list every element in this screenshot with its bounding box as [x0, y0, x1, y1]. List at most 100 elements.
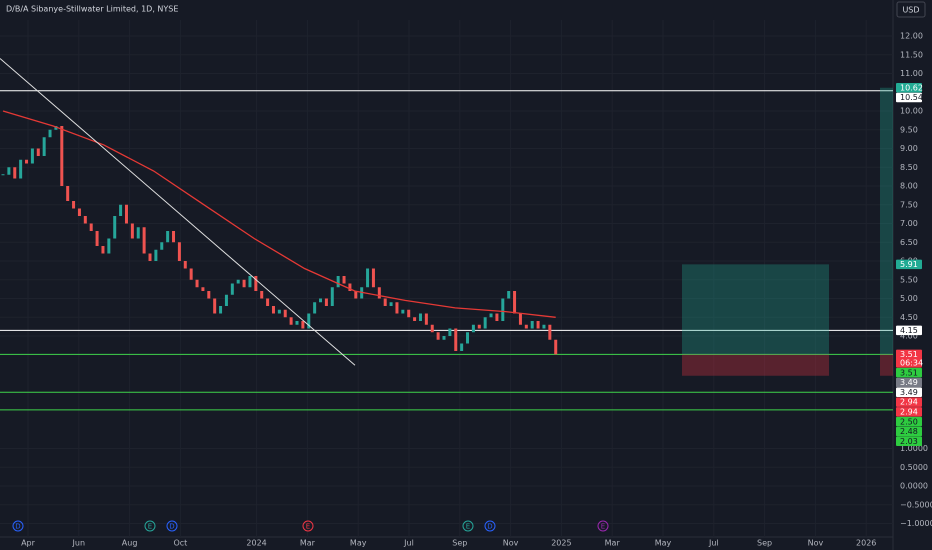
price-tag-label: 5.91	[900, 260, 918, 269]
candle	[42, 137, 46, 156]
candle	[72, 201, 76, 209]
candle	[342, 276, 346, 284]
candle	[219, 306, 223, 314]
candle	[413, 317, 417, 321]
candle	[336, 276, 340, 288]
time-label: May	[655, 539, 672, 548]
candle	[283, 309, 287, 318]
candle	[242, 279, 246, 288]
price-tag-label: 10.62	[900, 83, 923, 92]
candle	[277, 309, 281, 314]
candle	[518, 313, 522, 325]
price-label: 0.5000	[900, 463, 928, 472]
price-label: 11.50	[900, 50, 923, 59]
stop-zone	[682, 354, 829, 376]
price-tag	[896, 426, 922, 437]
candle	[313, 302, 317, 314]
price-tag	[896, 407, 922, 417]
event-marker	[166, 520, 178, 532]
price-tag	[896, 387, 922, 398]
candle	[189, 268, 193, 280]
event-marker	[12, 520, 24, 532]
candle	[424, 313, 428, 325]
stop-zone	[880, 354, 893, 376]
candle	[495, 313, 499, 321]
candle	[513, 291, 517, 314]
price-tag-label: 2.48	[900, 427, 918, 436]
time-label: Jul	[403, 539, 414, 548]
time-label: Aug	[122, 539, 138, 548]
candle	[536, 321, 540, 329]
price-tag	[896, 416, 922, 427]
price-label: 1.0000	[900, 444, 928, 453]
candle	[195, 279, 199, 288]
trendline	[0, 58, 356, 366]
candle	[524, 324, 528, 329]
candle	[295, 321, 299, 325]
price-label: −1.0000	[900, 519, 932, 528]
price-label: 8.00	[900, 182, 918, 191]
event-label: D	[15, 523, 20, 531]
time-label: Sep	[757, 539, 772, 548]
candle	[289, 317, 293, 325]
price-label: 9.00	[900, 144, 918, 153]
candle	[207, 291, 211, 299]
candle	[160, 242, 164, 250]
price-tag-label: 4.15	[900, 326, 918, 335]
event-marker	[144, 520, 156, 532]
price-tag	[896, 349, 922, 368]
time-label: 2025	[551, 539, 571, 548]
event-marker	[484, 520, 496, 532]
price-label: 9.50	[900, 125, 918, 134]
candle	[348, 283, 352, 291]
price-tag-label: 3.49	[900, 388, 918, 397]
price-tag-label: 10.54	[900, 93, 923, 102]
time-label: Nov	[808, 539, 824, 548]
candle	[442, 336, 446, 340]
candle	[19, 159, 23, 179]
candle	[477, 324, 481, 329]
candle	[25, 159, 29, 164]
candle	[371, 268, 375, 288]
candle	[319, 298, 323, 303]
candle	[201, 287, 205, 291]
candle	[172, 231, 176, 243]
candle	[466, 332, 470, 344]
time-label: Mar	[605, 539, 621, 548]
candle	[460, 343, 464, 351]
price-label: 5.50	[900, 275, 918, 284]
price-label: 0.0000	[900, 482, 928, 491]
price-tag-label: 3.51	[900, 350, 918, 359]
moving-average	[2, 110, 556, 318]
candle	[124, 204, 128, 224]
candle	[307, 313, 311, 329]
candle	[66, 186, 70, 201]
candle	[330, 287, 334, 306]
candle	[266, 298, 270, 306]
price-label: 4.50	[900, 313, 918, 322]
event-marker	[462, 520, 474, 532]
price-label: 7.00	[900, 219, 918, 228]
currency[interactable]: USD	[902, 6, 919, 15]
candle	[389, 302, 393, 306]
price-tag-label: 3.49	[900, 378, 918, 387]
time-label: Oct	[173, 539, 187, 548]
candle	[166, 231, 170, 243]
currency-button[interactable]	[896, 1, 926, 18]
price-tag-label: 3.51	[900, 368, 918, 377]
candle	[77, 208, 81, 216]
candle	[354, 291, 358, 299]
price-tag-label: 2.94	[900, 398, 918, 407]
price-tag	[896, 92, 922, 103]
price-label: 5.00	[900, 294, 918, 303]
price-tag	[896, 367, 922, 378]
candle	[507, 291, 511, 299]
price-tag-label: 2.03	[900, 437, 918, 446]
candle	[13, 167, 17, 179]
event-marker	[302, 520, 314, 532]
candle	[113, 216, 117, 239]
countdown: 06:34	[900, 359, 923, 368]
candle	[377, 287, 381, 299]
